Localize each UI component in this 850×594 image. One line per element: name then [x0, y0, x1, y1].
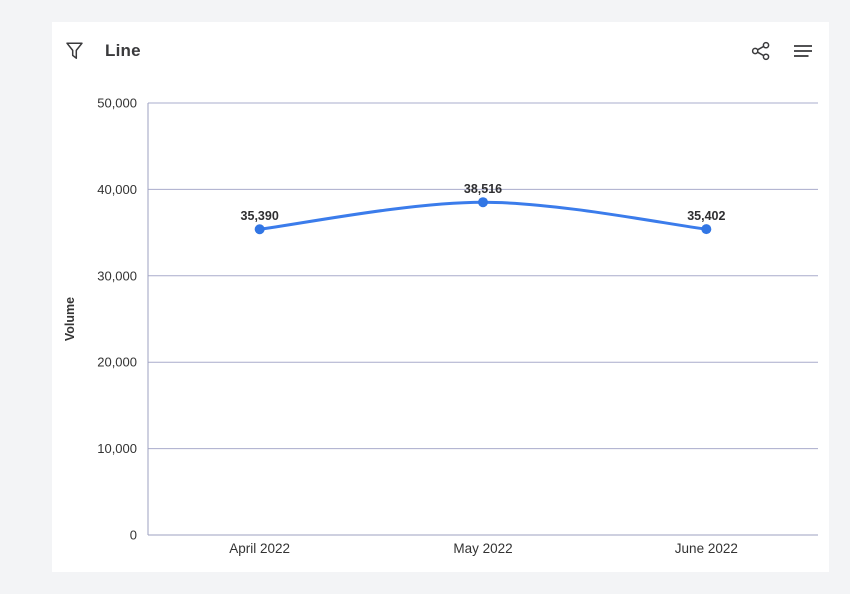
y-tick-label: 50,000	[97, 96, 137, 111]
data-point-label: 35,402	[687, 209, 725, 223]
data-point-label: 35,390	[241, 209, 279, 223]
chart-title: Line	[105, 41, 141, 60]
y-tick-label: 20,000	[97, 355, 137, 370]
y-axis-title: Volume	[63, 297, 77, 341]
x-tick-label: May 2022	[453, 541, 512, 556]
filter-funnel-icon	[66, 42, 83, 59]
data-point[interactable]	[254, 224, 265, 235]
hamburger-menu-icon	[794, 45, 812, 57]
y-tick-label: 10,000	[97, 441, 137, 456]
y-tick-label: 40,000	[97, 182, 137, 197]
line-chart-card: Line 0 10,000 20,000 30,000 40,000 50,000 Volu…	[52, 22, 829, 572]
x-tick-label: June 2022	[675, 541, 738, 556]
share-icon	[751, 41, 770, 61]
data-point-label: 38,516	[464, 182, 502, 196]
y-tick-label: 30,000	[97, 268, 137, 283]
y-tick-label: 0	[130, 528, 137, 543]
data-point[interactable]	[478, 197, 488, 208]
menu-button[interactable]	[789, 39, 817, 63]
data-point[interactable]	[701, 224, 712, 235]
chart-card-header: Line	[52, 22, 829, 80]
x-tick-label: April 2022	[229, 541, 290, 556]
line-chart: 0 10,000 20,000 30,000 40,000 50,000 Volume Apr…	[63, 96, 818, 556]
filter-button[interactable]	[62, 38, 87, 64]
share-button[interactable]	[747, 37, 775, 65]
